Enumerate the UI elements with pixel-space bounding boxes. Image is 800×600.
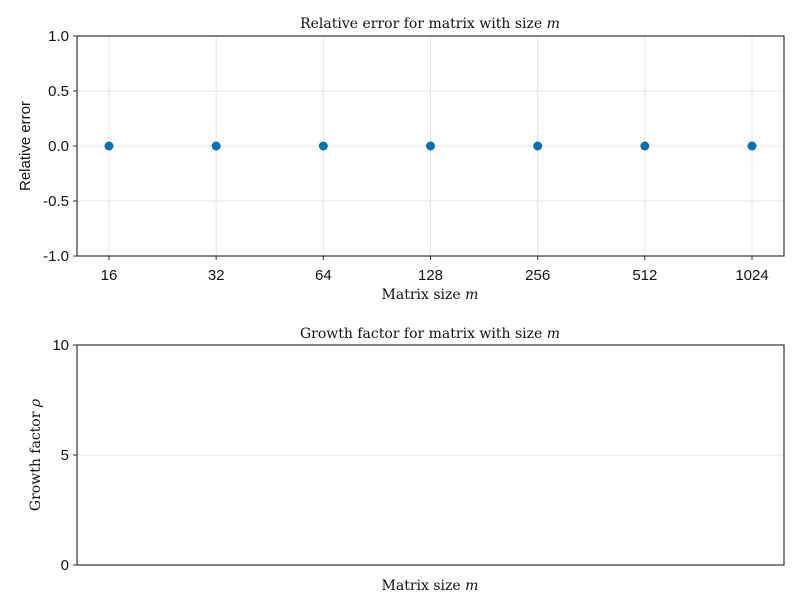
x-tick-label: 1024 (735, 267, 768, 284)
y-axis-ticks: -1.0 -0.5 0.0 0.5 1.0 (43, 28, 77, 265)
x-axis-ticks: 16 32 64 128 256 512 1024 (101, 256, 769, 284)
y-tick-label: 0.5 (48, 83, 69, 100)
data-point (104, 141, 114, 151)
data-point (747, 141, 757, 151)
x-axis-label: Matrix size m (382, 287, 479, 303)
x-tick-label: 256 (525, 267, 550, 284)
x-tick-label: 32 (208, 267, 225, 284)
data-point (640, 141, 650, 151)
y-axis-ticks: 0 5 10 (52, 337, 77, 574)
relative-error-chart: Relative error for matrix with size m -1… (17, 16, 785, 303)
grid (77, 344, 784, 566)
y-axis-label: Relative error (17, 101, 34, 191)
y-tick-label: 0 (61, 557, 69, 574)
y-tick-label: 5 (61, 447, 69, 464)
data-point (533, 141, 543, 151)
y-axis-label: Growth factor ρ (28, 398, 44, 511)
chart-title: Growth factor for matrix with size m (300, 326, 560, 342)
data-point (318, 141, 328, 151)
x-axis-label: Matrix size m (382, 578, 479, 594)
data-point (426, 141, 435, 151)
y-tick-label: -0.5 (43, 193, 69, 210)
x-tick-label: 64 (315, 267, 332, 284)
y-tick-label: -1.0 (43, 248, 69, 265)
data-point (211, 141, 221, 151)
x-tick-label: 16 (101, 267, 118, 284)
y-tick-label: 10 (52, 337, 69, 354)
y-tick-label: 0.0 (48, 138, 69, 155)
x-tick-label: 128 (418, 267, 443, 284)
data-points (104, 141, 757, 151)
chart-title: Relative error for matrix with size m (300, 16, 560, 32)
y-tick-label: 1.0 (48, 28, 69, 45)
x-tick-label: 512 (632, 267, 657, 284)
growth-factor-chart: Growth factor for matrix with size m 0 5 1… (28, 326, 785, 594)
